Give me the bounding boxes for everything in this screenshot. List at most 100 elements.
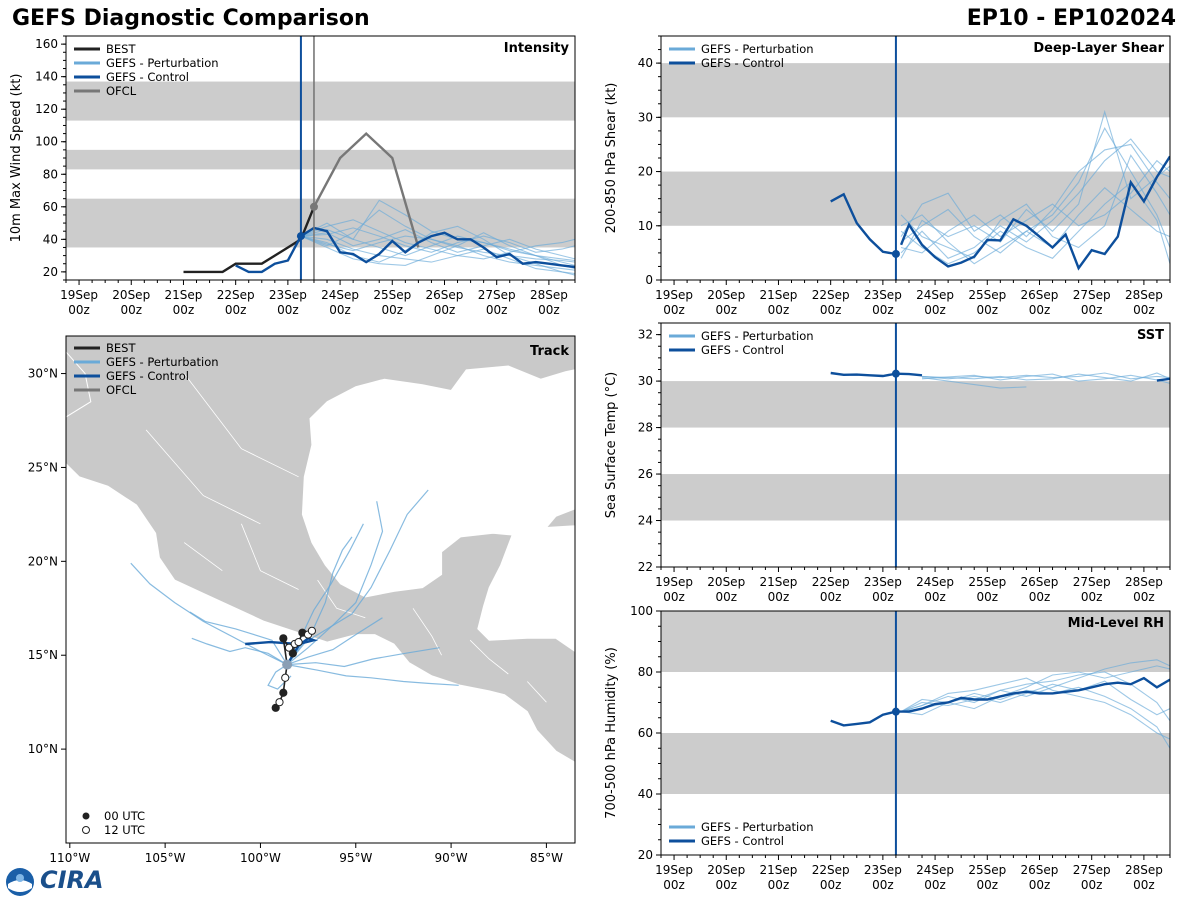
x-tick-label: 26Sep <box>1021 575 1059 589</box>
init-point <box>296 232 305 241</box>
perturbation-line <box>921 372 1170 380</box>
x-tick-label: 00z <box>329 303 351 317</box>
shaded-band <box>661 381 1170 428</box>
x-tick-label: 21Sep <box>760 863 798 877</box>
x-tick-label: 00z <box>715 878 737 892</box>
x-tick-label: 00z <box>715 590 737 604</box>
x-tick-label: 26Sep <box>426 288 464 302</box>
x-tick-label: 85°W <box>530 851 563 865</box>
x-tick-label: 00z <box>924 878 946 892</box>
panel-title: Deep-Layer Shear <box>1033 41 1164 56</box>
perturbation-track <box>286 617 383 666</box>
state-boundary <box>145 429 261 525</box>
rh-panel: 2040608010019Sep00z20Sep00z21Sep00z22Sep… <box>604 604 1171 892</box>
x-tick-label: 00z <box>976 590 998 604</box>
legend-label: GEFS - Perturbation <box>701 820 814 834</box>
x-tick-label: 00z <box>924 303 946 317</box>
legend-label: GEFS - Control <box>106 369 189 383</box>
x-tick-label: 110°W <box>49 851 90 865</box>
y-tick-label: 40 <box>43 232 58 246</box>
perturbation-line <box>900 187 1170 265</box>
shaded-band <box>661 611 1170 672</box>
y-axis-label: Sea Surface Temp (°C) <box>604 372 619 519</box>
legend-label: GEFS - Control <box>106 70 189 84</box>
gefs-control-line <box>1156 377 1170 382</box>
perturbation-line <box>900 671 1170 722</box>
y-tick-label: 24 <box>638 514 653 528</box>
marker-00utc <box>82 812 90 820</box>
y-tick-label: 30°N <box>28 367 58 381</box>
x-tick-label: 27Sep <box>1073 288 1111 302</box>
init-point <box>891 369 900 378</box>
x-tick-label: 00z <box>1081 878 1103 892</box>
perturbation-line <box>300 199 575 262</box>
y-tick-label: 80 <box>43 167 58 181</box>
x-tick-label: 20Sep <box>707 575 745 589</box>
y-tick-label: 15°N <box>28 648 58 662</box>
x-tick-label: 00z <box>1133 303 1155 317</box>
perturbation-line <box>300 209 575 263</box>
x-tick-label: 23Sep <box>269 288 307 302</box>
y-tick-label: 40 <box>638 56 653 70</box>
y-tick-label: 20 <box>638 165 653 179</box>
legend-label: OFCL <box>106 383 137 397</box>
init-point <box>891 249 900 258</box>
x-tick-label: 27Sep <box>1073 863 1111 877</box>
x-tick-label: 00z <box>820 303 842 317</box>
y-tick-label: 32 <box>638 328 653 342</box>
ofcl-init-point <box>309 202 318 211</box>
x-tick-label: 19Sep <box>655 575 693 589</box>
gefs-control-line <box>830 676 1170 727</box>
x-tick-label: 00z <box>715 303 737 317</box>
x-tick-label: 00z <box>663 878 685 892</box>
perturbation-line <box>300 219 575 260</box>
axes-frame <box>65 335 576 844</box>
state-boundary <box>527 681 547 703</box>
x-tick-label: 00z <box>1081 303 1103 317</box>
perturbation-line <box>900 154 1170 259</box>
x-tick-label: 00z <box>1029 878 1051 892</box>
x-tick-label: 22Sep <box>217 288 255 302</box>
y-tick-label: 30 <box>638 110 653 124</box>
gefs-control-line <box>830 371 923 378</box>
best-point-12utc <box>284 643 294 652</box>
best-point-12utc <box>307 626 317 635</box>
legend-label: OFCL <box>106 84 137 98</box>
legend-label: 00 UTC <box>104 809 145 823</box>
noaa-logo-icon <box>6 868 34 896</box>
state-boundary <box>317 579 366 619</box>
perturbation-track <box>287 647 440 668</box>
y-tick-label: 140 <box>35 70 58 84</box>
state-boundary <box>183 542 223 572</box>
best-point-00utc <box>288 649 297 658</box>
x-tick-label: 00z <box>663 590 685 604</box>
x-tick-label: 23Sep <box>864 575 902 589</box>
perturbation-line <box>300 227 575 253</box>
intensity-panel: 2040608010012014016019Sep00z20Sep00z21Se… <box>9 35 576 317</box>
x-tick-label: 22Sep <box>812 288 850 302</box>
sst-panel: 22242628303219Sep00z20Sep00z21Sep00z22Se… <box>604 322 1171 604</box>
x-tick-label: 00z <box>872 590 894 604</box>
perturbation-track <box>191 637 288 666</box>
perturbation-line <box>921 377 1027 389</box>
best-line <box>183 206 316 274</box>
x-tick-label: 100°W <box>240 851 281 865</box>
x-tick-label: 24Sep <box>321 288 359 302</box>
state-boundary <box>241 523 299 590</box>
x-tick-label: 25Sep <box>373 288 411 302</box>
panel-title: Track <box>530 344 569 359</box>
x-tick-label: 24Sep <box>916 575 954 589</box>
x-tick-label: 19Sep <box>60 288 98 302</box>
y-tick-label: 160 <box>35 37 58 51</box>
gefs-control-line <box>235 226 575 274</box>
y-tick-label: 26 <box>638 467 653 481</box>
shaded-band <box>661 733 1170 794</box>
y-tick-label: 30 <box>638 374 653 388</box>
x-tick-label: 21Sep <box>760 288 798 302</box>
plot-area <box>830 109 1170 271</box>
plot-area <box>830 659 1170 749</box>
y-tick-label: 40 <box>638 787 653 801</box>
marker-12utc <box>82 826 90 834</box>
y-tick-label: 10 <box>638 219 653 233</box>
best-point-12utc <box>281 673 290 682</box>
